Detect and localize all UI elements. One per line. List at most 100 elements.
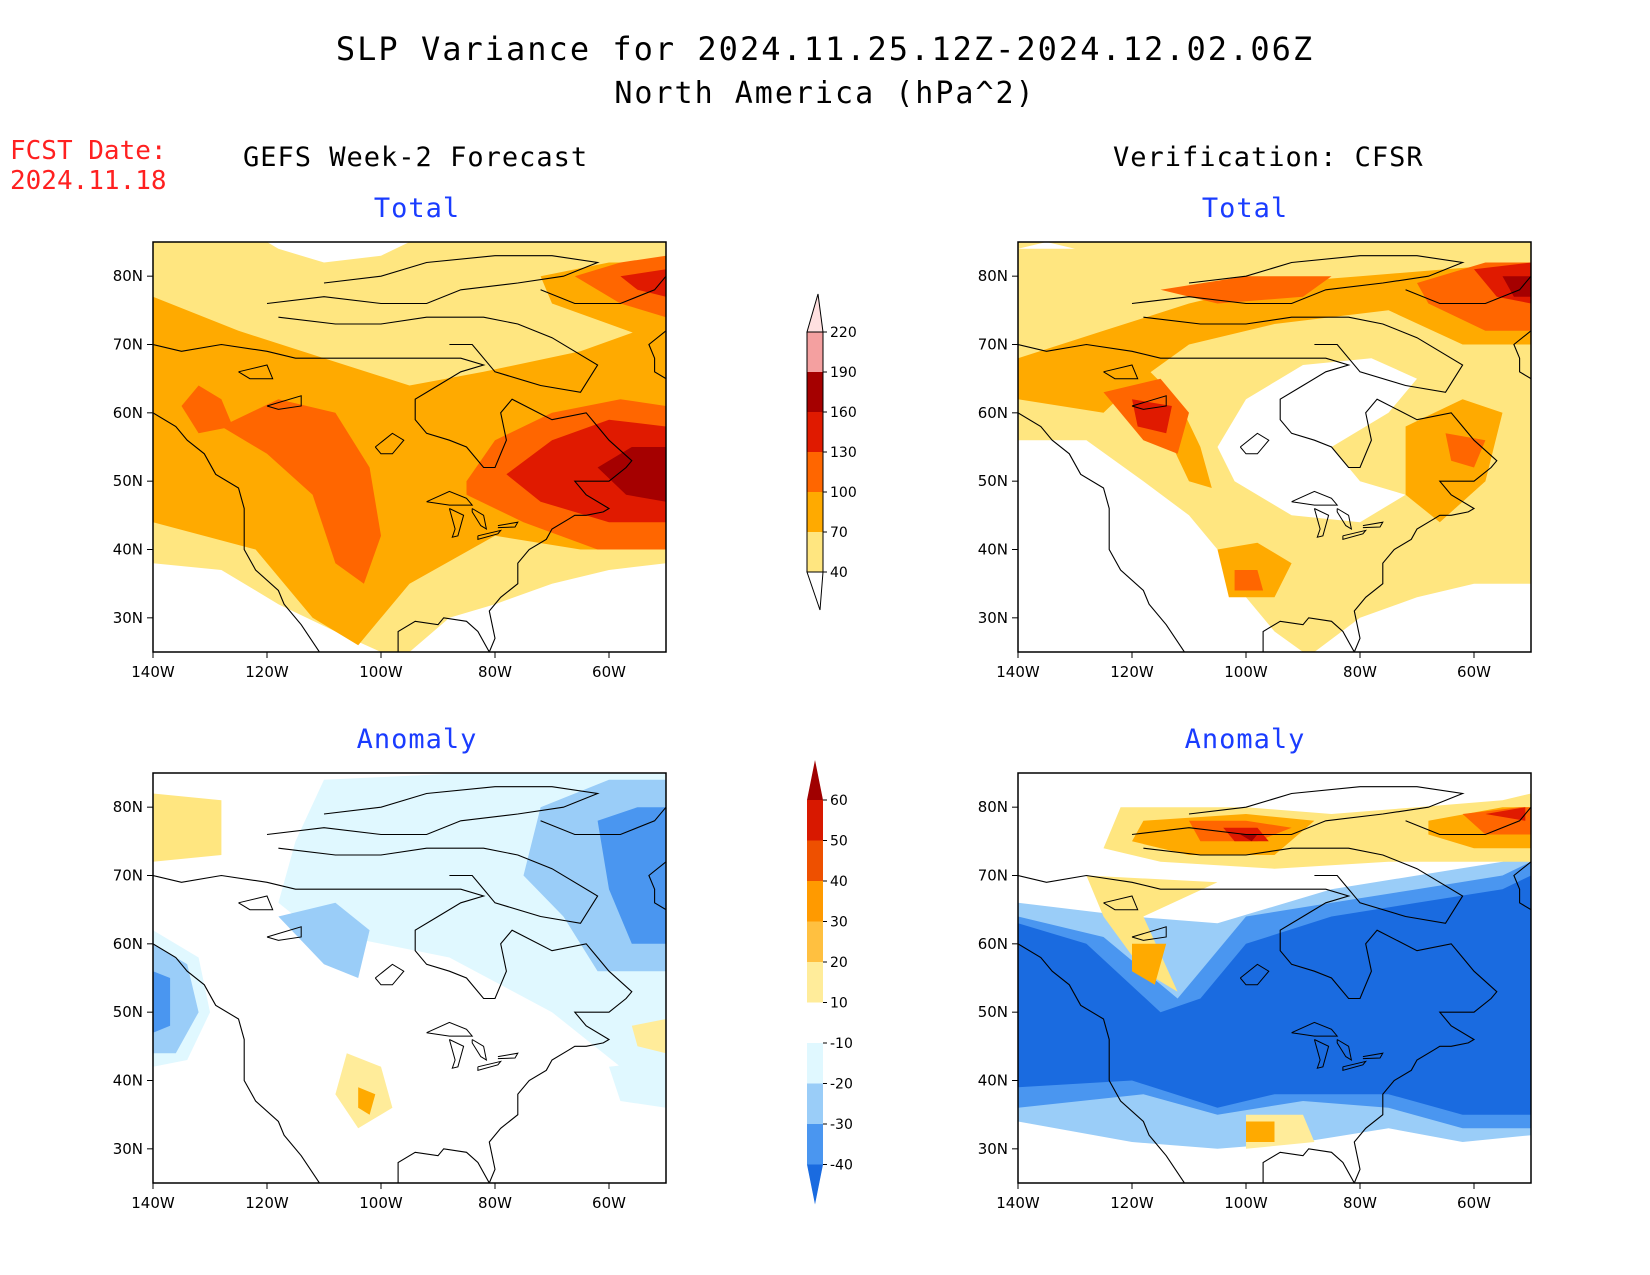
lat-tick-label: 60N — [113, 935, 143, 953]
lake-outline — [477, 529, 503, 540]
coastline — [153, 412, 321, 652]
lon-tick-label: 140W — [131, 1194, 175, 1212]
lake-outline — [1313, 508, 1330, 538]
panel-title-top-left: Total — [373, 193, 461, 224]
colorbar-swatch — [807, 1124, 823, 1165]
lake-outline — [1291, 1021, 1339, 1037]
lat-tick-label: 70N — [113, 867, 143, 885]
lon-tick-label: 80W — [478, 663, 512, 681]
lon-tick-label: 140W — [996, 1194, 1040, 1212]
colorbar-label: 100 — [830, 485, 857, 501]
map-total-forecast: 140W 120W 100W 80W 60W 80N 70N 60N 50N 40N 30N — [113, 241, 667, 681]
colorbar-swatch — [807, 840, 823, 881]
lat-tick-label: 30N — [978, 609, 1008, 627]
lake-outline — [1103, 895, 1139, 911]
lake-outline — [374, 963, 405, 986]
map-anomaly-verification: 140W 120W 100W 80W 60W 80N 70N 60N 50N 40N 30N — [978, 772, 1532, 1212]
colorbar-label: 160 — [830, 405, 857, 421]
lon-tick-label: 60W — [592, 663, 626, 681]
lake-outline — [448, 1039, 465, 1069]
contour-fill-pale_yellow — [631, 1019, 666, 1054]
lat-tick-label: 80N — [978, 267, 1008, 285]
lon-tick-label: 140W — [996, 663, 1040, 681]
contour-fill-blue — [1018, 875, 1531, 1115]
coastline — [1143, 847, 1464, 924]
lake-outline — [238, 364, 274, 380]
contour-fill-white — [409, 563, 666, 652]
colorbar-swatch — [807, 881, 823, 922]
lat-tick-label: 50N — [978, 472, 1008, 490]
coastline — [153, 874, 633, 1183]
colorbar-label: -20 — [830, 1077, 853, 1093]
contour-fill-white — [1018, 440, 1303, 652]
coastline — [648, 330, 666, 380]
coastline — [1513, 861, 1531, 911]
colorbar-label: 220 — [830, 325, 857, 341]
lon-tick-label: 60W — [592, 1194, 626, 1212]
lat-tick-label: 40N — [113, 1072, 143, 1090]
coastline — [1131, 255, 1465, 305]
lon-tick-label: 120W — [1110, 663, 1154, 681]
figure-title: SLP Variance for 2024.11.25.12Z-2024.12.… — [335, 30, 1315, 68]
lake-outline — [1239, 432, 1270, 455]
lon-tick-label: 120W — [1110, 1194, 1154, 1212]
colorbar-swatch — [807, 962, 823, 1003]
coastline — [1018, 412, 1186, 652]
colorbar-swatch — [807, 492, 823, 532]
coastline — [540, 806, 666, 836]
coastline — [1018, 874, 1498, 1183]
lake-outline — [1342, 1060, 1368, 1071]
lat-tick-label: 70N — [978, 867, 1008, 885]
colorbar-label: 190 — [830, 365, 857, 381]
contour-fill-dark_orange — [574, 255, 666, 318]
map-frame — [1017, 241, 1532, 653]
contour-fill-light_yellow — [1086, 875, 1218, 992]
lake-outline — [1313, 1039, 1330, 1069]
colorbar-label: -10 — [830, 1036, 853, 1052]
colorbar-label: 10 — [830, 996, 848, 1012]
colorbar-swatch — [807, 412, 823, 452]
lake-outline — [1291, 490, 1339, 506]
colorbar-swatch — [807, 332, 823, 372]
coastline — [1513, 330, 1531, 380]
colorbar-label: 20 — [830, 955, 848, 971]
lake-outline — [1336, 1039, 1353, 1062]
lake-outline — [448, 508, 465, 538]
contour-fill-white — [1314, 583, 1531, 652]
colorbar-swatch — [807, 1083, 823, 1124]
contour-fill-orange — [358, 1087, 376, 1115]
contour-fill-mid_blue — [597, 807, 666, 944]
lake-outline — [1342, 529, 1368, 540]
lon-tick-label: 120W — [245, 1194, 289, 1212]
forecast-date-block: FCST Date: 2024.11.18 — [10, 136, 167, 196]
coastline — [1018, 343, 1498, 652]
figure-subtitle: North America (hPa^2) — [614, 76, 1036, 111]
lake-outline — [374, 432, 405, 455]
coastline — [540, 275, 666, 305]
map-frame — [1017, 772, 1532, 1184]
left-column-title: GEFS Week-2 Forecast — [243, 142, 589, 173]
contour-fill-dark_red — [597, 447, 666, 502]
colorbar-label: 40 — [830, 874, 848, 890]
lat-tick-label: 60N — [978, 404, 1008, 422]
colorbar-label: -40 — [830, 1158, 853, 1174]
colorbar-swatch — [807, 452, 823, 492]
contour-fill-white — [267, 242, 410, 263]
coastline — [278, 316, 599, 393]
contour-fill-dark_orange — [1234, 570, 1264, 591]
lake-outline — [1131, 395, 1167, 410]
lake-outline — [426, 1021, 474, 1037]
lat-tick-label: 40N — [978, 1072, 1008, 1090]
lon-tick-label: 100W — [359, 663, 403, 681]
colorbar-label: 130 — [830, 445, 857, 461]
lat-tick-label: 80N — [113, 798, 143, 816]
coastline — [153, 943, 321, 1183]
lake-outline — [426, 490, 474, 506]
colorbar-swatch — [807, 921, 823, 962]
coastline — [648, 861, 666, 911]
contour-fill-white — [153, 563, 381, 652]
lake-outline — [1362, 521, 1384, 529]
lake-outline — [238, 895, 274, 911]
coastline — [153, 343, 633, 652]
lon-tick-label: 80W — [478, 1194, 512, 1212]
